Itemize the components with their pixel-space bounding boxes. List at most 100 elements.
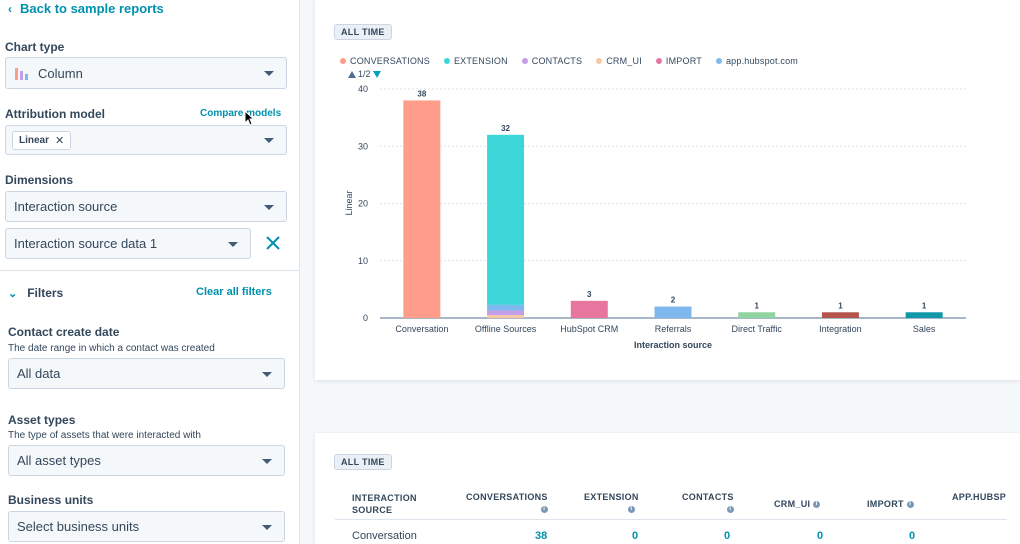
bar-segment[interactable] xyxy=(403,100,441,318)
legend-label: EXTENSION xyxy=(453,56,508,66)
bar-segment[interactable] xyxy=(487,315,525,318)
chevron-down-icon xyxy=(264,71,274,76)
asset-types-select[interactable]: All asset types xyxy=(8,445,285,476)
col-header-import[interactable]: IMPORT i xyxy=(867,499,914,509)
row-label: Conversation xyxy=(352,530,417,542)
chevron-down-icon xyxy=(228,241,238,247)
legend-dot xyxy=(596,58,603,64)
legend-dot xyxy=(655,58,662,64)
pager-label: 1/2 xyxy=(358,69,371,79)
chevron-down-icon xyxy=(264,138,274,143)
legend-item-extension[interactable]: EXTENSION xyxy=(443,56,508,66)
col-header-conversations[interactable]: CONVERSATIONS i xyxy=(466,492,548,514)
remove-dimension-icon[interactable] xyxy=(262,232,284,254)
bar-segment[interactable] xyxy=(570,300,608,318)
y-tick-label: 30 xyxy=(358,141,368,151)
col-header-crm-ui[interactable]: CRM_UI i xyxy=(774,499,821,509)
x-tick-label: HubSpot CRM xyxy=(560,324,618,334)
chevron-down-icon xyxy=(262,371,272,377)
compare-models-link[interactable]: Compare models xyxy=(200,108,282,119)
contact-create-date-select[interactable]: All data xyxy=(8,358,285,389)
bar-data-label: 2 xyxy=(671,296,676,305)
asset-types-label: Asset types xyxy=(8,413,76,427)
bar-segment[interactable] xyxy=(738,312,776,318)
legend-item-app-hubspot[interactable]: app.hubspot.com xyxy=(715,56,798,66)
bar-data-label: 3 xyxy=(587,290,592,299)
y-axis-title: Linear xyxy=(344,190,354,215)
legend-item-crm-ui[interactable]: CRM_UI xyxy=(596,56,642,66)
col-header-extension[interactable]: EXTENSION i xyxy=(584,492,639,514)
legend-dot xyxy=(521,58,528,64)
legend-item-conversations[interactable]: CONVERSATIONS xyxy=(340,56,430,66)
x-tick-label: Referrals xyxy=(655,324,692,334)
info-icon[interactable]: i xyxy=(540,506,548,514)
filters-toggle[interactable]: ⌄ Filters xyxy=(8,286,63,300)
attribution-chip-label: Linear xyxy=(19,134,50,146)
chart-legend: CONVERSATIONS EXTENSION CONTACTS CRM_UI … xyxy=(340,56,798,66)
bar-segment[interactable] xyxy=(487,304,525,311)
legend-label: CONTACTS xyxy=(531,56,583,66)
dimension-select-1[interactable]: Interaction source xyxy=(5,191,287,222)
attribution-model-label: Attribution model xyxy=(5,107,105,121)
col-header-contacts[interactable]: CONTACTS i xyxy=(682,492,734,514)
bar-segment[interactable] xyxy=(654,306,692,318)
cell-conversations[interactable]: 38 xyxy=(535,530,548,542)
asset-types-help: The type of assets that were interacted … xyxy=(8,430,201,441)
col-header-label: EXTENSION xyxy=(584,492,639,502)
col-header-interaction-source[interactable]: INTERACTION SOURCE xyxy=(352,493,417,515)
bar-segment[interactable] xyxy=(487,134,525,305)
cell-contacts[interactable]: 0 xyxy=(724,530,731,542)
bar-data-label: 38 xyxy=(417,89,426,98)
legend-dot xyxy=(443,58,450,64)
legend-dot xyxy=(715,58,722,64)
cell-extension[interactable]: 0 xyxy=(632,530,639,542)
y-tick-label: 10 xyxy=(358,256,368,266)
chevron-down-icon xyxy=(262,458,272,464)
info-icon[interactable]: i xyxy=(906,501,914,509)
x-tick-label: Sales xyxy=(913,324,936,334)
section-divider xyxy=(0,270,299,271)
back-to-sample-reports-link[interactable]: ‹ Back to sample reports xyxy=(8,1,164,16)
column-chart-icon xyxy=(15,68,28,80)
back-link-label: Back to sample reports xyxy=(20,1,164,16)
contact-create-date-help: The date range in which a contact was cr… xyxy=(8,343,215,354)
bar-data-label: 1 xyxy=(754,301,759,310)
y-tick-label: 0 xyxy=(363,313,368,323)
y-tick-label: 20 xyxy=(358,199,368,209)
x-tick-label: Integration xyxy=(819,324,862,334)
dimension-2-value: Interaction source data 1 xyxy=(14,236,158,251)
x-tick-label: Conversation xyxy=(395,324,448,334)
business-units-value: Select business units xyxy=(17,519,140,534)
bar-segment[interactable] xyxy=(821,312,859,318)
cell-crm-ui[interactable]: 0 xyxy=(817,530,824,542)
info-icon[interactable]: i xyxy=(726,506,734,514)
business-units-label: Business units xyxy=(8,493,94,507)
col-header-label: CRM_UI xyxy=(774,499,811,509)
chart-type-value: Column xyxy=(38,65,83,81)
cell-import[interactable]: 0 xyxy=(909,530,916,542)
bar-segment[interactable] xyxy=(487,310,525,316)
y-tick-label: 40 xyxy=(358,84,368,94)
bar-segment[interactable] xyxy=(905,312,943,318)
pager-down-icon[interactable] xyxy=(372,70,381,78)
dimensions-label: Dimensions xyxy=(5,173,74,187)
info-icon[interactable]: i xyxy=(627,506,635,514)
mouse-cursor-icon xyxy=(244,110,254,126)
info-icon[interactable]: i xyxy=(813,501,821,509)
pager-up-icon[interactable] xyxy=(348,70,356,78)
chevron-down-icon: ⌄ xyxy=(8,287,18,300)
remove-chip-icon[interactable]: ✕ xyxy=(55,134,65,147)
legend-pager: 1/2 xyxy=(348,69,381,79)
report-settings-sidebar: ‹ Back to sample reports Chart type Colu… xyxy=(0,0,300,544)
legend-item-import[interactable]: IMPORT xyxy=(655,56,702,66)
col-header-label: CONTACTS xyxy=(682,492,734,502)
col-header-app-hubspot[interactable]: APP.HUBSP xyxy=(952,492,1007,502)
chart-type-select[interactable]: Column xyxy=(5,57,287,89)
table-panel xyxy=(315,433,1020,544)
attribution-model-select[interactable]: Linear ✕ xyxy=(5,125,287,155)
clear-all-filters-link[interactable]: Clear all filters xyxy=(196,286,272,298)
dimension-select-2[interactable]: Interaction source data 1 xyxy=(5,228,251,259)
legend-item-contacts[interactable]: CONTACTS xyxy=(521,56,583,66)
business-units-select[interactable]: Select business units xyxy=(8,511,285,542)
chevron-left-icon: ‹ xyxy=(8,1,12,16)
